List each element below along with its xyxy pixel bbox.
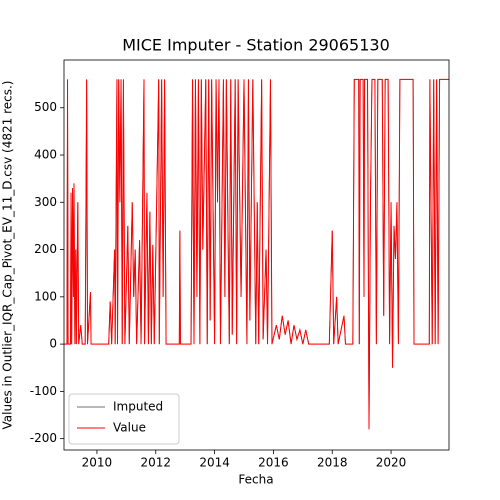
y-tick-label: -200 — [30, 431, 57, 445]
y-tick-label: 400 — [34, 148, 57, 162]
x-tick-label: 2010 — [82, 456, 113, 470]
x-tick-label: 2020 — [376, 456, 407, 470]
plot-frame — [63, 59, 450, 451]
legend-box — [68, 393, 180, 445]
y-axis-label: Values in Outlier_IQR_Cap_Pivot_EV_11_D.… — [1, 81, 15, 430]
y-tick-label: 100 — [34, 289, 57, 303]
y-tick-label: 300 — [34, 195, 57, 209]
x-tick-label: 2012 — [140, 456, 171, 470]
x-tick-label: 2014 — [199, 456, 230, 470]
y-tick-label: 200 — [34, 242, 57, 256]
y-tick-label: 0 — [49, 337, 57, 351]
series-line — [64, 78, 449, 430]
x-axis-label: Fecha — [238, 473, 273, 487]
y-tick-label: 500 — [34, 100, 57, 114]
x-tick-label: 2018 — [317, 456, 348, 470]
chart-title: MICE Imputer - Station 29065130 — [122, 36, 390, 55]
y-tick-label: -100 — [30, 384, 57, 398]
legend-label: Imputed — [113, 400, 163, 414]
legend-label: Value — [113, 421, 146, 435]
x-tick-label: 2016 — [258, 456, 289, 470]
